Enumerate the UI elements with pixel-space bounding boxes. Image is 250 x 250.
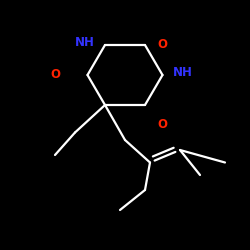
Text: NH: NH: [172, 66, 193, 79]
Text: O: O: [158, 38, 168, 52]
Text: O: O: [158, 118, 168, 132]
Text: NH: NH: [75, 36, 95, 49]
Text: O: O: [50, 68, 60, 82]
